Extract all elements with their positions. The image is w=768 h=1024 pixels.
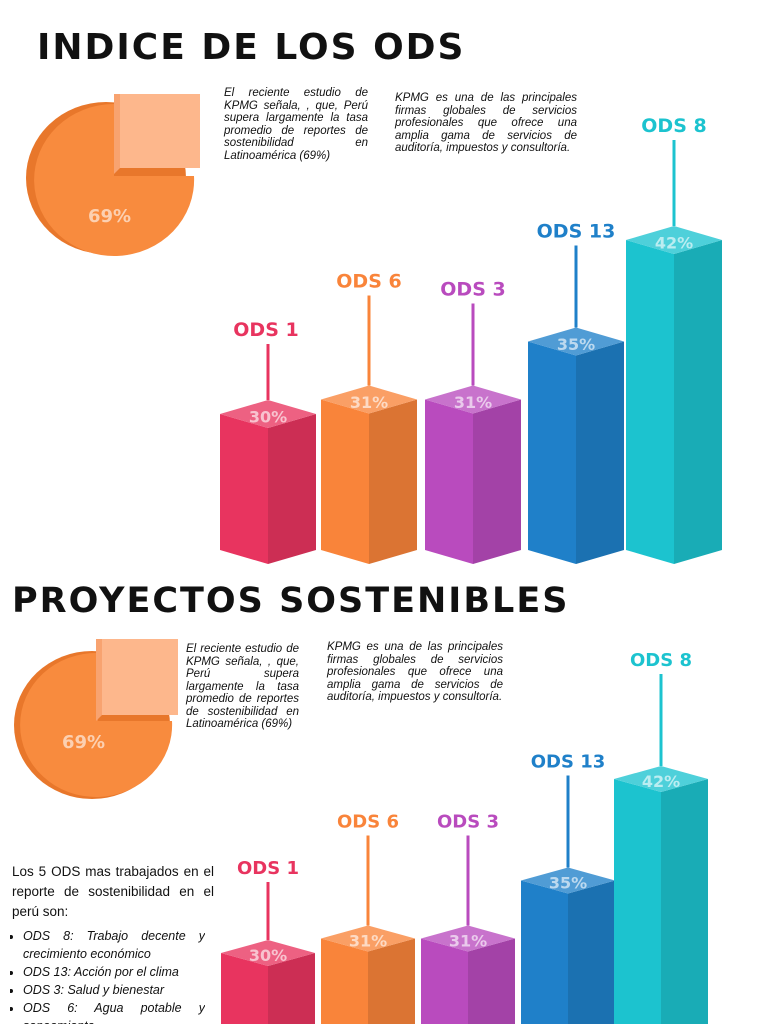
bar-ods-3: ODS 3 31% — [421, 812, 515, 1024]
bar-value-label: 31% — [449, 931, 487, 950]
ods-list-item: ODS 13: Acción por el clima — [23, 963, 205, 981]
ods-list-container: ODS 8: Trabajo decente y crecimiento eco… — [10, 927, 205, 1024]
bar-value-label: 30% — [249, 946, 287, 965]
pie1-value-label: 69% — [88, 206, 132, 227]
bar-ods-6: ODS 6 31% — [321, 812, 415, 1024]
ods-list-item: ODS 8: Trabajo decente y crecimiento eco… — [23, 927, 205, 963]
bar-left-face — [220, 414, 268, 564]
ods-list: ODS 8: Trabajo decente y crecimiento eco… — [10, 927, 205, 1024]
bar-category-label: ODS 13 — [537, 221, 616, 243]
bar-top-face — [626, 226, 722, 254]
pie2-value-label: 69% — [62, 732, 106, 753]
bar-left-face — [321, 399, 369, 564]
bar-top-face — [528, 327, 624, 356]
bar-right-face — [468, 938, 515, 1024]
bar-left-face — [421, 938, 468, 1024]
bar-right-face — [576, 341, 624, 564]
bar-ods-13: ODS 13 35% — [528, 221, 624, 564]
bar-right-face — [568, 880, 615, 1024]
pie2-main-slice — [20, 652, 173, 797]
bar-value-label: 42% — [642, 772, 680, 791]
pie1-small-slice — [120, 94, 200, 168]
bar-top-face — [321, 385, 417, 414]
bar-right-face — [268, 414, 316, 564]
bar-top-face — [321, 925, 415, 952]
bar-ods-3: ODS 3 31% — [425, 279, 521, 564]
bar-right-face — [473, 399, 521, 564]
bar-value-label: 42% — [655, 233, 693, 252]
bar-left-face — [221, 953, 268, 1024]
bar-right-face — [368, 938, 415, 1024]
section1-paragraph-left: El reciente estudio de KPMG señala, , qu… — [224, 87, 368, 162]
bar-value-label: 31% — [454, 393, 492, 412]
bar-value-label: 35% — [549, 873, 587, 892]
bar-value-label: 30% — [249, 407, 287, 426]
bar-ods-6: ODS 6 31% — [321, 271, 417, 564]
bar-category-label: ODS 8 — [630, 650, 692, 671]
pie-chart-1 — [26, 94, 200, 256]
pie-chart-2 — [14, 639, 178, 799]
bar-ods-8: ODS 8 42% — [626, 115, 722, 564]
ods-list-item: ODS 6: Agua potable y saneamiento — [23, 999, 205, 1024]
bar-left-face — [626, 240, 674, 564]
pie2-small-slice-edge — [96, 639, 102, 721]
bar-ods-1: ODS 1 30% — [221, 858, 315, 1024]
bar-category-label: ODS 6 — [337, 812, 399, 833]
section2-title: PROYECTOS SOSTENIBLES — [12, 581, 570, 621]
section1-title: INDICE DE LOS ODS — [37, 27, 466, 68]
bar-category-label: ODS 1 — [237, 858, 299, 879]
section1-paragraph-right: KPMG es una de las principales firmas gl… — [395, 92, 577, 154]
bar-value-label: 31% — [350, 393, 388, 412]
bar-right-face — [369, 399, 417, 564]
section2-paragraph-right: KPMG es una de las principales firmas gl… — [327, 641, 503, 703]
bar-left-face — [321, 938, 368, 1024]
bar-category-label: ODS 3 — [440, 279, 505, 301]
bar-top-face — [421, 925, 515, 952]
bar-chart-1: ODS 1 30% ODS 6 31% ODS 3 31% ODS 13 35% ODS 8 42… — [220, 115, 722, 564]
bar-left-face — [528, 341, 576, 564]
section2-paragraph-left: El reciente estudio de KPMG señala, , qu… — [186, 643, 299, 730]
bar-category-label: ODS 13 — [531, 752, 606, 773]
bar-right-face — [268, 953, 315, 1024]
bar-value-label: 31% — [349, 931, 387, 950]
bar-value-label: 35% — [557, 335, 595, 354]
bar-top-face — [521, 867, 615, 894]
bar-right-face — [661, 779, 708, 1024]
bar-top-face — [425, 385, 521, 414]
bar-category-label: ODS 1 — [233, 319, 298, 341]
bar-left-face — [521, 880, 568, 1024]
bar-ods-13: ODS 13 35% — [521, 752, 615, 1024]
bar-top-face — [220, 400, 316, 428]
pie2-small-slice — [102, 639, 178, 715]
bar-right-face — [674, 240, 722, 564]
bar-ods-8: ODS 8 42% — [614, 650, 708, 1024]
bar-top-face — [614, 766, 708, 792]
pie1-main-slice — [34, 104, 195, 256]
bar-category-label: ODS 8 — [641, 115, 706, 137]
bar-top-face — [221, 940, 315, 966]
list-intro: Los 5 ODS mas trabajados en el reporte d… — [12, 864, 214, 919]
bar-category-label: ODS 3 — [437, 812, 499, 833]
bar-left-face — [425, 399, 473, 564]
bar-ods-1: ODS 1 30% — [220, 319, 316, 564]
bar-category-label: ODS 6 — [336, 271, 401, 293]
pie1-small-slice-edge — [114, 94, 120, 174]
ods-list-item: ODS 3: Salud y bienestar — [23, 981, 205, 999]
bar-left-face — [614, 779, 661, 1024]
